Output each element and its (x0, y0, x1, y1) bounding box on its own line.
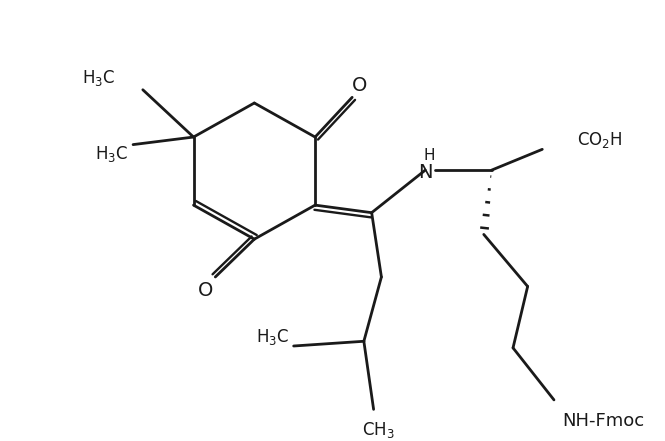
Text: CO$_2$H: CO$_2$H (577, 130, 623, 150)
Text: O: O (352, 76, 368, 96)
Text: NH-Fmoc: NH-Fmoc (562, 412, 644, 430)
Text: CH$_3$: CH$_3$ (362, 420, 395, 440)
Text: N: N (418, 163, 432, 182)
Text: O: O (198, 281, 213, 300)
Text: H$_3$C: H$_3$C (255, 326, 289, 347)
Text: H: H (424, 147, 435, 162)
Text: H$_3$C: H$_3$C (95, 144, 128, 164)
Text: H$_3$C: H$_3$C (82, 68, 116, 88)
